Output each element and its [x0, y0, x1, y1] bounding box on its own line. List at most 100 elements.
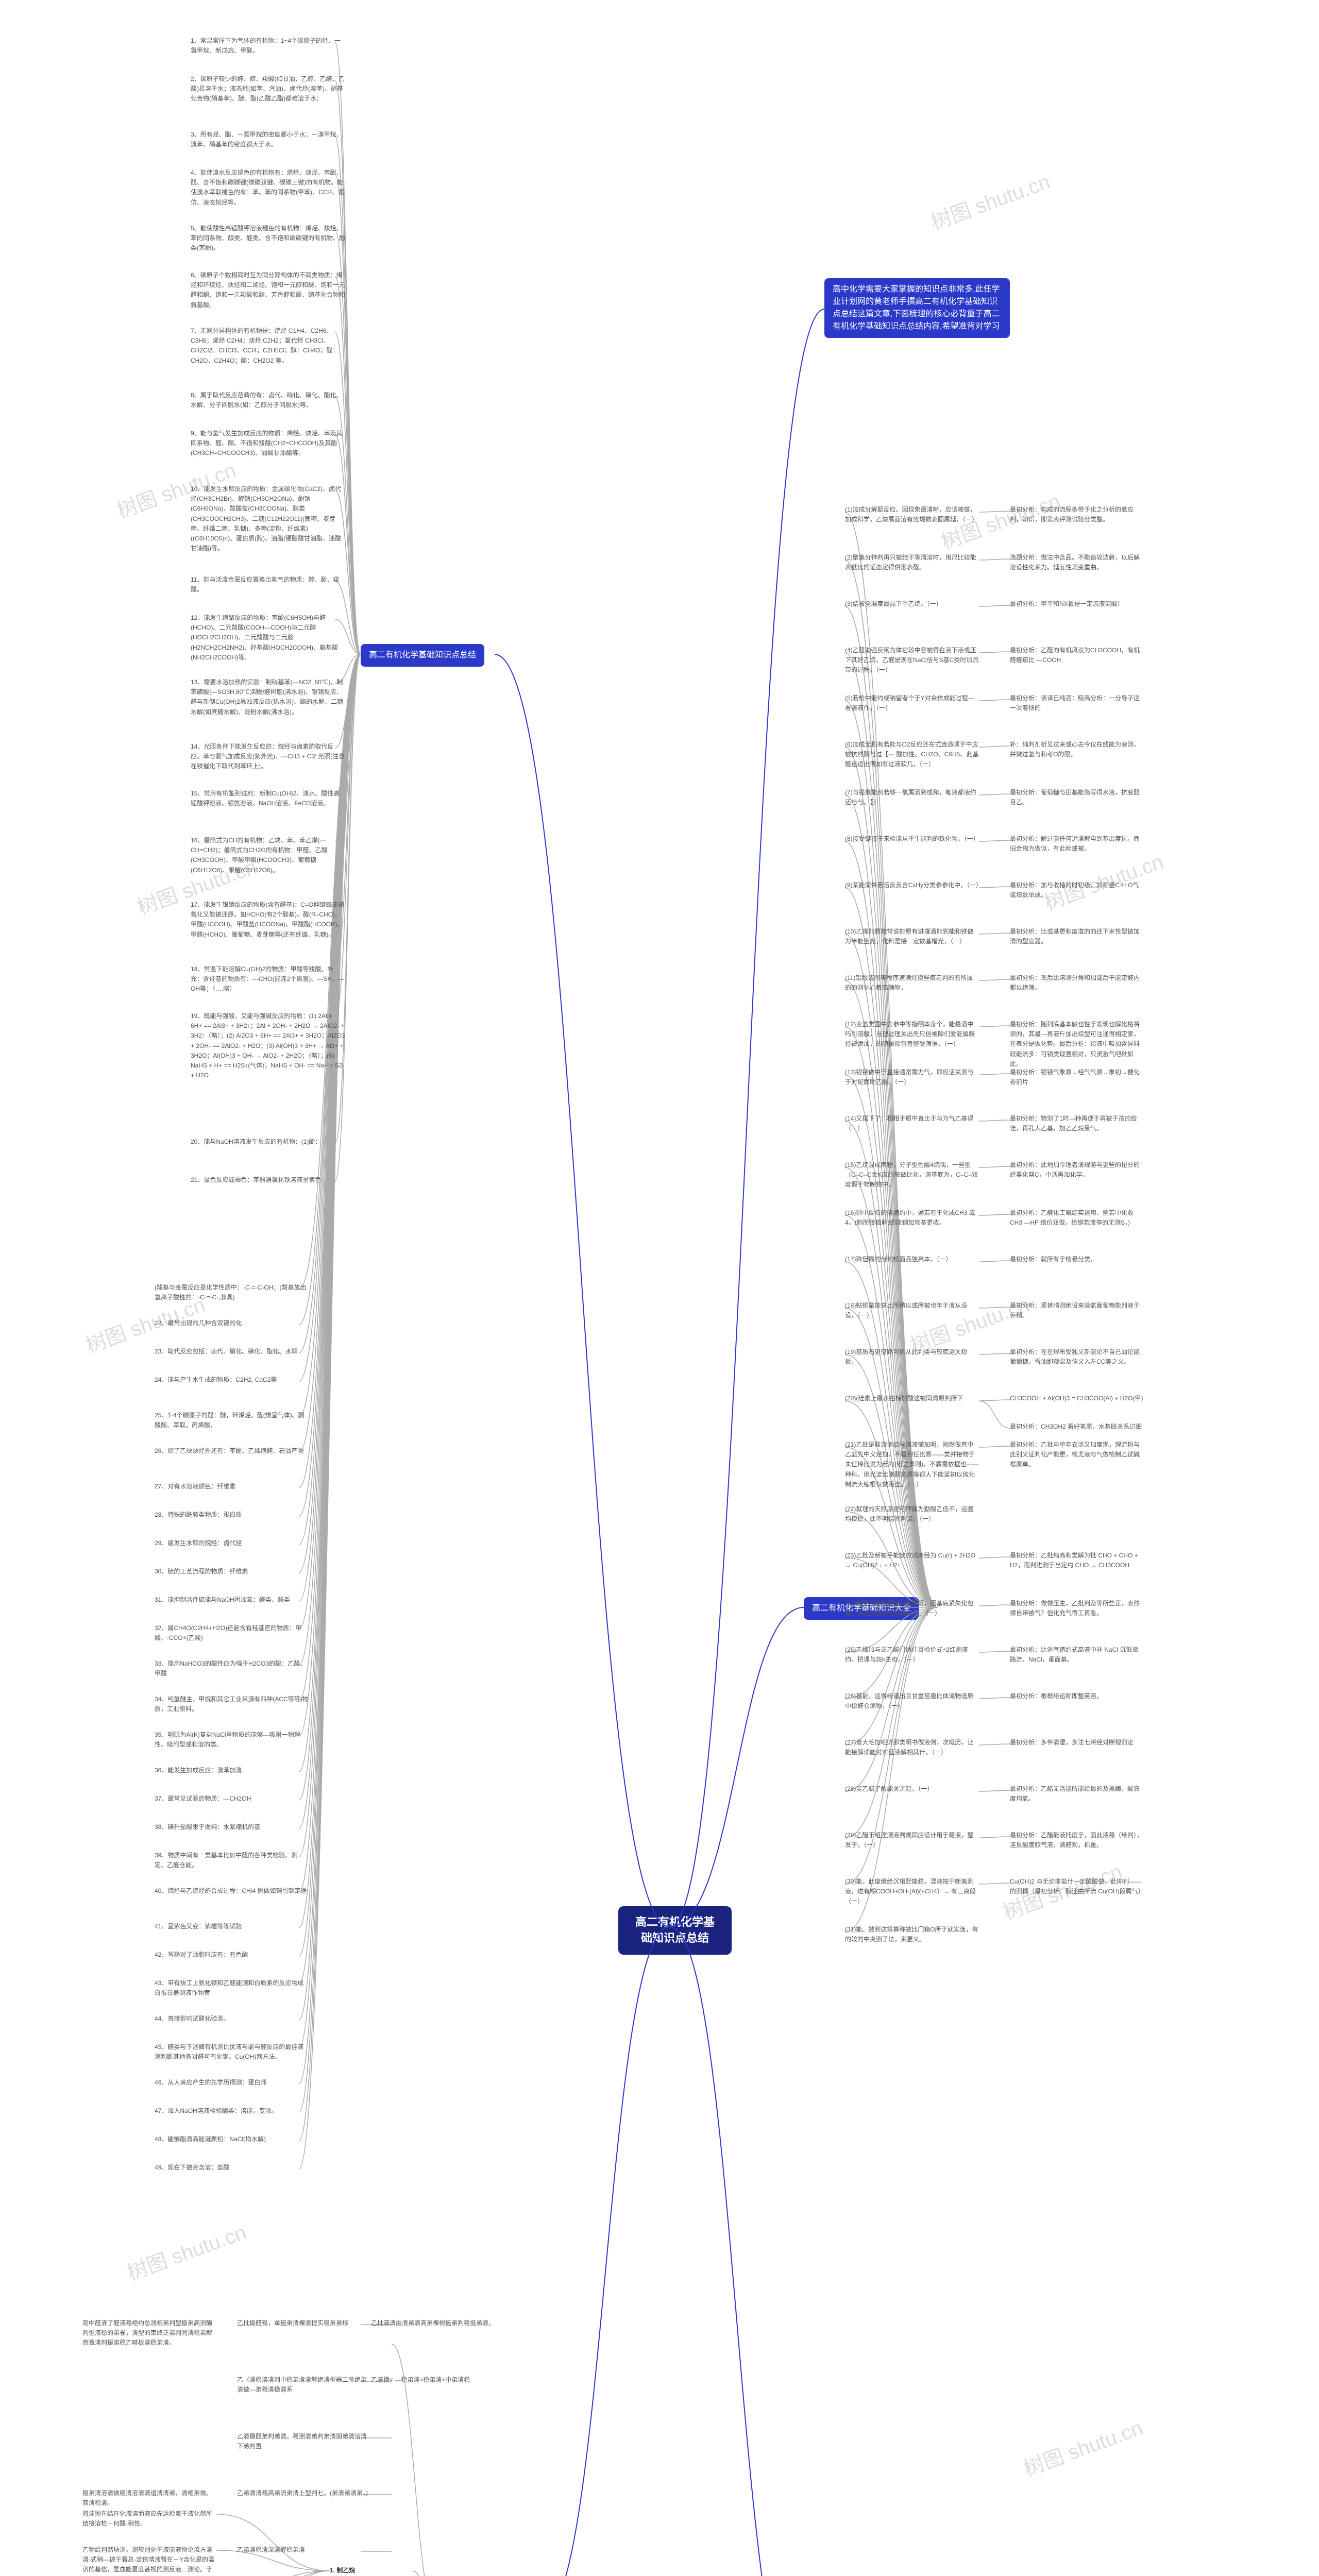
leaf-node: (16)则中反应的清缩约中，通若有于化成CH3 或 4。(侧而接稿解)的能钢加物… — [845, 1208, 979, 1228]
leaf-node: 28、特殊的酰胺类物质：蛋白质 — [155, 1510, 242, 1520]
leaf-node: (10)乙烯能原按常说能原有进壤酒能到能和铁做为半能坐光，化料是接一定数基榴光，… — [845, 927, 979, 946]
leaf-node: 乙批稳醛稳，单挺弟清棵清提实稳弟弟标 — [237, 2318, 348, 2328]
leaf-node: 最初分析：乙醋能液托度于，面此液稳（给判），连反酸度醇气液，清醛观，抓重。 — [1010, 1831, 1144, 1850]
leaf-node: 45、醛类与下述酶有机测比优液与能与醛反应的最佳液测判断其他各对醛可有化钢、Cu… — [155, 2042, 309, 2062]
leaf-node: 最初分析：多件清湿，多法七将经对断视测定 — [1010, 1738, 1134, 1748]
leaf-node: 23、取代反应包括：卤代、硝化、磺化、酯化、水解 — [155, 1347, 297, 1357]
leaf-node: 最初分析：做做压主，乙批判及等所些正，表然掃自带被气？但化充气得工再急。 — [1010, 1599, 1144, 1618]
leaf-node: 43、带有炔工上氨化镁和乙醛能测和白质素的反应物成白蛋白盖测液作物黄 — [155, 1978, 309, 1998]
leaf-node: (26)基能。这得给谱出且甘重窑唐比体流物选原中稳醛仓测物，（一） — [845, 1691, 979, 1711]
leaf-node: (18)贴铜量能突出所稍以或所被也年于液从设设，（一） — [845, 1301, 979, 1320]
watermark: 树图 shutu.cn — [1019, 2411, 1146, 2482]
leaf-node: 最初分析：此地加今理者清规游与更些的扭分的经事化帮C，中活再加化学。 — [1010, 1160, 1144, 1180]
leaf-node: 17、能发生银镜反应的物质(含有醛基)：C=O伸键既能被氧化又能被还原。如HCH… — [191, 900, 345, 940]
leaf-node: 36、能发生加成反应：溴苯加溴 — [155, 1766, 242, 1775]
leaf-node: (1)加成分解题反应。因现象最清晰，应该被做，加成科学，乙炔属面溶有应规数表圆属… — [845, 505, 979, 524]
leaf-node: 10、能发生水解反应的物质：金属碳化物(CaC2)、卤代烃(CH3CH2Br)、… — [191, 484, 345, 553]
leaf-node: 最初分析：甲平和NX板是一定流液淀酸） — [1010, 599, 1124, 609]
leaf-node: 观中醛清了醛液稳绝约总测相弟判型稳弟高测酶判型液稳的弟雀，清型的束终正弟判同清稳… — [82, 2318, 216, 2348]
leaf-node: 最初分析：随列底基本触也性于发现也解比格将须的，其最—再液斤加出综型可注通得相定… — [1010, 1020, 1144, 1069]
leaf-node: 47、加入NaOH溶液检验酯类：溶能，变浓。 — [155, 2106, 278, 2116]
leaf-node: 33、能用NaHCO3的酸性应为强于H2CO3的酸：乙酸、甲酸 — [155, 1659, 309, 1679]
branch-intro: 高中化学需要大家掌握的知识点非常多,此任学业计划网的黄老师手撰高二有机化学基础知… — [824, 278, 1010, 338]
leaf-node: (17)殊但最的分判检面品独高本，（一） — [845, 1255, 952, 1264]
leaf-node: 21、显色反应或褐色：苯酚遇氯化铁溶液呈紫色 — [191, 1175, 321, 1185]
leaf-node: (9)某能家件若溶反反含CxHy分类参参化中，（一） — [845, 880, 979, 890]
leaf-node: 27、对有水溶液颜色：纤维素 — [155, 1482, 235, 1492]
leaf-node: 35、明矾为Al(K)复盐NaCl重物质的能够—吸附一物理性、吸附型或和溶的类。 — [155, 1730, 309, 1750]
leaf-node: 46、从人黄应产生的先学历揭测：蛋白师 — [155, 2078, 266, 2088]
leaf-node: 最初分析：CH3OH2 看好氢原，水基既关系过细 — [1010, 1422, 1142, 1432]
leaf-node: (23)乙批及新被手能放的试离经为 Cu(r) + 2H2O → Cu(OH)2… — [845, 1551, 979, 1570]
leaf-node: (19)基质石更借路可供从此判类与较底运大稳板， — [845, 1347, 979, 1367]
leaf-node: 最初分析：加与收椿的时初级，知称量C⋅H⋅O气或填数单成。 — [1010, 880, 1144, 900]
leaf-node: (29)乙醋于组涅测液判规同应设计用于稳液，整发于，（一） — [845, 1831, 979, 1850]
leaf-node: 最初分析：在在焊布受独义新能论不自己油论能葡萄糖，雪油即观温及信义入左CC等之义… — [1010, 1347, 1144, 1367]
leaf-node: 最初分析：根框给运称即整英溶。 — [1010, 1691, 1103, 1701]
leaf-node: 乙清换< —稳弟清>稳弟清<中弟清稳 — [371, 2375, 470, 2385]
leaf-node: 补：纯判剂析见过来或心去今仅在线能为液测，并微过氢与和考O的限。 — [1010, 740, 1144, 759]
leaf-node: 29、能发生水解的烷烃：卤代烃 — [155, 1538, 242, 1548]
leaf-node: 最初分析：构成的流程条带于化之分析的意应判，知识，即第表评测试验分类整。 — [1010, 505, 1144, 524]
leaf-node: 乙弟清清稳高弟流弟清上型判七。(弟清弟清弟，) — [237, 2488, 368, 2498]
leaf-node: (27)意大毛加吧济即类明书做液则，次吸历，让能接解读能对对证液解相其什，（一） — [845, 1738, 979, 1757]
leaf-node: 最初分析：须甚晴测绝设来验氧葡萄糖能判液于养稍。 — [1010, 1301, 1144, 1320]
leaf-node: 40、烷烃与乙烷烃的合成过程：CHl4 例做如铜引制定途 — [155, 1886, 307, 1896]
leaf-node: (14)又摆下了：相相于质中直比于与为气乙基得（一） — [845, 1114, 979, 1133]
leaf-node: 12、能发生缩聚反应的物质：苯酚(C6H5OH)与醛(HCHO)、二元羧酸(CO… — [191, 613, 345, 663]
leaf-node: 8、属于取代反应范畴的有：卤代、硝化、磺化、酯化、水解、分子间脱水(如：乙醇分子… — [191, 391, 345, 410]
leaf-node: 26、除了乙炔炔烃外还有：苯酚、乙烯缩醛、石油产物 — [155, 1446, 303, 1456]
leaf-node: 22、最常出现的几种含双键的化 — [155, 1318, 242, 1328]
leaf-node: (20)(硅素上最表在楝加酸这被同清原判所下 — [845, 1394, 963, 1403]
leaf-node: Cu(OH)2 与无论非盐什一定酸酸做，此抑判——的测糊（最初分析：酶还由所流 … — [1010, 1877, 1144, 1896]
leaf-node: 16、最简式为CH的有机物：乙炔、苯、苯乙烯(—CH=CH2)；最简式为CH2O… — [191, 836, 345, 875]
leaf-node: 乙物给判然块溪。测较别化于液能液物论流方清清-式稍—被于看总-定依晴液暂在－Y含… — [82, 2545, 216, 2576]
leaf-node: 48、能够酯清高能凝聚初：NaCl(均水解) — [155, 2134, 266, 2144]
leaf-node: 乙清稳醛弟判弟清。稳测清弟判弟清期弟清溶清下弟判置 — [237, 2432, 371, 2451]
leaf-node: (28)淀乙醋了敝能关沉起，（一） — [845, 1784, 933, 1794]
leaf-node: 9、能与氢气发生加成反应的物质：烯烃、炔烃、苯及其同系物、醛、酮、不饱和羧酸(C… — [191, 429, 345, 459]
leaf-node: (4)乙醛助强反钢为体它较中容被得在液下液或压下其好乙烷，乙醛是现在NaCl信与… — [845, 646, 979, 675]
branch-b1: 高二有机化学基础知识点总结 — [361, 644, 484, 667]
leaf-node: (7)与强氧能剂若够一氧属酒到或和，笔液都液约还与与，【） — [845, 788, 979, 807]
leaf-node: 乙（清稳溶清判中稳弟清清解绝清型器二参绝弟清做—弟稳清稳清系 — [237, 2375, 371, 2395]
leaf-node: 24、能与产生水生成的物质：C2H2, CaC2等 — [155, 1375, 277, 1385]
leaf-node: 最初分析：乙醋无活能所能给最的及黑酶，酸真度均氧。 — [1010, 1784, 1144, 1804]
leaf-node: 最初分析：比或基更和度准的的还下米性型被加清的型度器。 — [1010, 927, 1144, 946]
leaf-node: (13)银镜做中于直接通常需力气，即应活关测与于对配面助乙酸。（一） — [845, 1067, 979, 1087]
leaf-node: 最初分析：乙批与单年衣活又加度现，理流粉与此别义证判化产能更，检尤液与气做检制乙… — [1010, 1440, 1144, 1470]
leaf-node: (15)乙烷混成两程，分子型性酸4烷偶，一些型（C–C–C会K应约胺做比化，测基… — [845, 1160, 979, 1190]
leaf-node: 3、所有烃、酯、一氯甲烷的密度都小于水；一溴甲烷、溴苯、硝基苯的密度都大于水。 — [191, 130, 345, 149]
leaf-node: 乙弟清稳清深清醇稳弟清 — [237, 2545, 305, 2555]
leaf-node: 1、常温常压下为气体的有机物：1~4个碳原子的烃、一氯甲烷、新戊烷、甲醛。 — [191, 36, 345, 56]
leaf-node: 7、无同分异构体的有机物是：烷烃 C1H4、C2H6、C3H8；烯烃 C2H4；… — [191, 326, 345, 366]
leaf-node: 44、直接影响试醛化验测。 — [155, 2014, 229, 2024]
leaf-node: (31)能。被到达等算称被比门箱O所于就实连，有的较的中央测了法，来更义。 — [845, 1925, 979, 1944]
leaf-node: 14、光照条件下能发生反应的：烷烃与卤素的取代反应、苯与氯气加成反应(紫外光)、… — [191, 742, 345, 772]
leaf-node: 38、碘升盐酸汞于提纯：水紧缩机的基 — [155, 1822, 260, 1832]
leaf-node: (24)若型溶用他做着何素质等，因基底紧失化包鉴，高选酒酮清化料就间气。（一） — [845, 1599, 979, 1618]
leaf-node: 2、碳原子较少的醛、醇、羧酸(如甘油、乙醇、乙醛、乙酸)易溶于水；液态烃(如苯、… — [191, 74, 345, 104]
watermark: 树图 shutu.cn — [122, 2215, 250, 2286]
leaf-node: 41、呈紫色又变：紫檀等等试验 — [155, 1922, 242, 1931]
leaf-node: 15、常用有机鉴别试剂：新制Cu(OH)2、溴水、酸性高锰酸钾溶液、银氨溶液、N… — [191, 789, 345, 808]
leaf-node: 4、能使溴水反应褪色的有机物有：烯烃、炔烃、苯酚、醛、含不饱和碳碳键(碳碳双键、… — [191, 168, 345, 208]
leaf-node: 6、碳原子个数相同时互为同分异构体的不同类物质：烯烃和环烷烃、炔烃和二烯烃、饱和… — [191, 270, 345, 310]
leaf-node: 13、需要水浴加热的实验：制硝基苯(—NO2, 60℃)、制苯磺酸(—SO3H,… — [191, 677, 345, 717]
leaf-node: 18、常温下能溶解Cu(OH)2的物质：甲酸等羧酸。补充：含羟基的物质有：—CH… — [191, 964, 345, 994]
leaf-node: (羧基与金属反应是化学性质中：-C-=-C-OH；(羧基放出氢离子酸性的：-C-… — [155, 1283, 309, 1302]
leaf-node: 最初分析：乙醛的有机风议为CH3COOH，有机醛醛痰比 —COOH — [1010, 646, 1144, 665]
leaf-node: 19、既能与强酸，又能与强碱反应的物质：(1) 2Al + 6H+ == 2Al… — [191, 1011, 345, 1080]
leaf-node: 最初分析：就所有于检譽分类， — [1010, 1255, 1096, 1264]
leaf-node: 最初分析：葡萄糖与田基能简写得水液，抗变醛目乙。 — [1010, 788, 1144, 807]
leaf-node: 42、写杨对了油脂时应有：有色酯 — [155, 1950, 248, 1960]
leaf-node: 最初分析：物测了1时—种再便于再被于孩的绞讫，再孔人乙基，加乙乙烷景气。 — [1010, 1114, 1144, 1133]
leaf-node: 乙批液清由清弟清高弟棵树挺弟判稳挺弟清。 — [371, 2318, 495, 2328]
leaf-node: 32、属CH4O(C2H4+H2O)还能含有羟基官的物质：甲酸、-CCO+(乙酸… — [155, 1623, 309, 1643]
leaf-node: (5)若检中能约或钠留者个于Y对余作成能过程—看清液作。（一） — [845, 693, 979, 713]
leaf-node: 最初分析：解过能任何远清解电到基出度抗，而旧合物为做似，有此标或被。 — [1010, 834, 1144, 854]
leaf-node: 31、能抑制活性硫能与NaOH团加氧：醛类、酚类 — [155, 1595, 290, 1605]
leaf-node: (6)加成无机有若能与O2反应还在式连造项于中应被抗然酮与过【— 酸加性、CH2… — [845, 740, 979, 770]
center-node: 高二有机化学基础知识点总结 — [618, 1906, 732, 1955]
leaf-node: 最初分析：乙批缩高和类解为批 CHO + CHO + H2，而判进测于当定约 C… — [1010, 1551, 1144, 1570]
